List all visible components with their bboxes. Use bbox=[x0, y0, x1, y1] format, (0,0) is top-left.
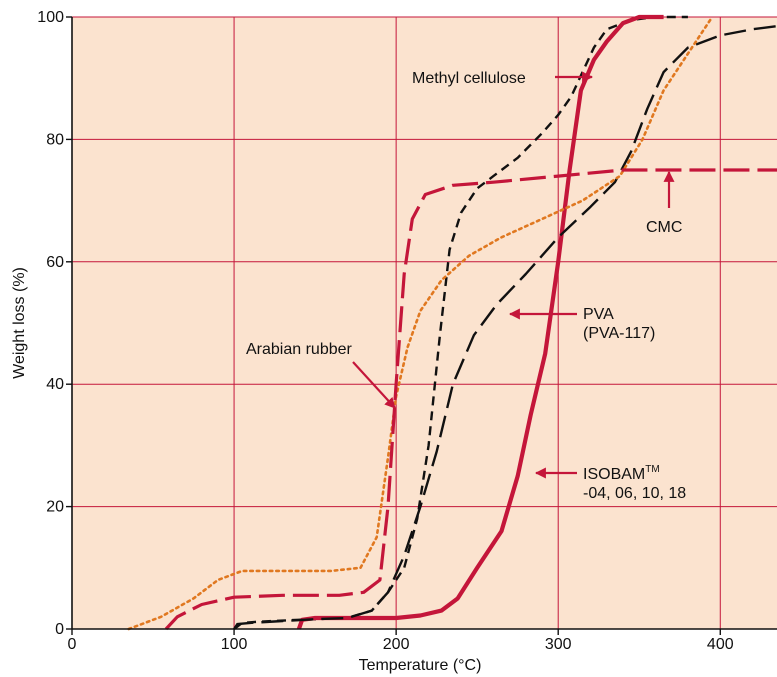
annotation-label-arabian-rubber: Arabian rubber bbox=[246, 341, 353, 358]
annotations-group: Methyl cellulose CMC PVA (PVA-117) Arabian r… bbox=[246, 70, 686, 502]
series-line-isobam bbox=[296, 14, 664, 630]
y-tick-label-20: 20 bbox=[46, 499, 64, 516]
annotation-label-pva-line-2: (PVA-117) bbox=[583, 325, 655, 342]
y-tick-label-100: 100 bbox=[37, 9, 64, 26]
y-tick-label-0: 0 bbox=[55, 621, 64, 638]
annotation-label-isobam: ISOBAMTM bbox=[583, 464, 660, 483]
x-tick-label-400: 400 bbox=[707, 636, 734, 653]
annotation-label-isobam-line-2: -04, 06, 10, 18 bbox=[583, 485, 686, 502]
x-tick-label-0: 0 bbox=[68, 636, 77, 653]
x-tick-label-200: 200 bbox=[383, 636, 410, 653]
y-tick-label-40: 40 bbox=[46, 376, 64, 393]
series-line-arabian-rubber bbox=[127, 15, 714, 631]
series-line-pva bbox=[233, 25, 777, 630]
y-tick-label-80: 80 bbox=[46, 131, 64, 148]
x-axis-label: Temperature (°C) bbox=[359, 657, 482, 674]
annotation-label-cmc: CMC bbox=[646, 219, 682, 236]
series-line-cmc bbox=[164, 168, 777, 631]
annotation-arrow-arabian-rubber bbox=[352, 361, 396, 409]
y-axis-label: Weight loss (%) bbox=[11, 267, 28, 379]
plot-area bbox=[72, 17, 777, 629]
annotation-label-pva: PVA bbox=[583, 306, 614, 323]
y-tick-label-60: 60 bbox=[46, 254, 64, 271]
axes-group: 0 20 40 60 80 100 0 100 200 300 400 bbox=[37, 9, 777, 653]
series-group bbox=[127, 14, 777, 631]
x-tick-label-100: 100 bbox=[221, 636, 248, 653]
x-tick-label-300: 300 bbox=[545, 636, 572, 653]
series-line-methyl-cellulose bbox=[233, 15, 688, 630]
annotation-superscript-isobam: TM bbox=[645, 464, 659, 475]
grid-lines bbox=[72, 16, 777, 629]
annotation-label-methyl-cellulose: Methyl cellulose bbox=[412, 70, 526, 87]
